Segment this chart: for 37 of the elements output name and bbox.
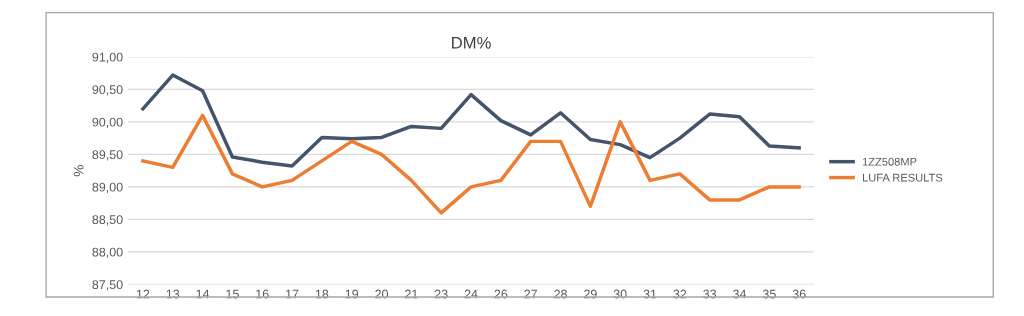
line-series	[141, 113, 801, 215]
x-tick-label: 18	[315, 289, 329, 299]
y-axis-title: %	[73, 164, 84, 177]
y-tick-label: 89,00	[92, 182, 123, 194]
x-tick-label: 26	[494, 289, 508, 299]
x-tick-label: 19	[345, 289, 359, 299]
x-tick-label: 36	[792, 289, 806, 299]
y-tick-label: 89,50	[92, 150, 123, 161]
x-tick-label: 12	[136, 289, 150, 299]
x-tick-label: 33	[703, 289, 717, 299]
y-tick-label: 90,00	[92, 117, 123, 129]
x-tick-label: 17	[286, 289, 299, 299]
x-tick-label: 24	[464, 289, 478, 299]
x-tick-label: 14	[196, 289, 210, 299]
y-tick-label: 91,00	[92, 52, 123, 64]
x-tick-label: 20	[375, 289, 389, 299]
x-tick-label: 31	[643, 289, 657, 299]
x-tick-label: 23	[434, 289, 448, 299]
x-tick-label: 34	[733, 289, 747, 299]
chart-title: DM%	[452, 36, 491, 49]
x-tick-label: 21	[405, 289, 418, 299]
x-tick-label: 32	[673, 289, 687, 299]
line-series	[141, 73, 801, 168]
legend-label: 1ZZ508MP	[862, 157, 917, 166]
x-tick-label: 28	[554, 289, 567, 299]
x-tick-label: 13	[166, 289, 180, 299]
y-tick-label: 90,50	[92, 85, 123, 96]
x-tick-label: 29	[584, 289, 597, 299]
legend-label: LUFA RESULTS	[862, 173, 943, 182]
x-tick-label: 35	[762, 289, 776, 299]
x-tick-label: 15	[226, 289, 239, 299]
x-tick-label: 27	[524, 289, 538, 299]
y-tick-label: 88,50	[92, 215, 123, 226]
y-tick-label: 88,00	[92, 247, 123, 259]
y-tick-label: 87,50	[92, 280, 123, 291]
x-tick-label: 16	[256, 289, 269, 299]
x-tick-label: 30	[613, 289, 627, 299]
